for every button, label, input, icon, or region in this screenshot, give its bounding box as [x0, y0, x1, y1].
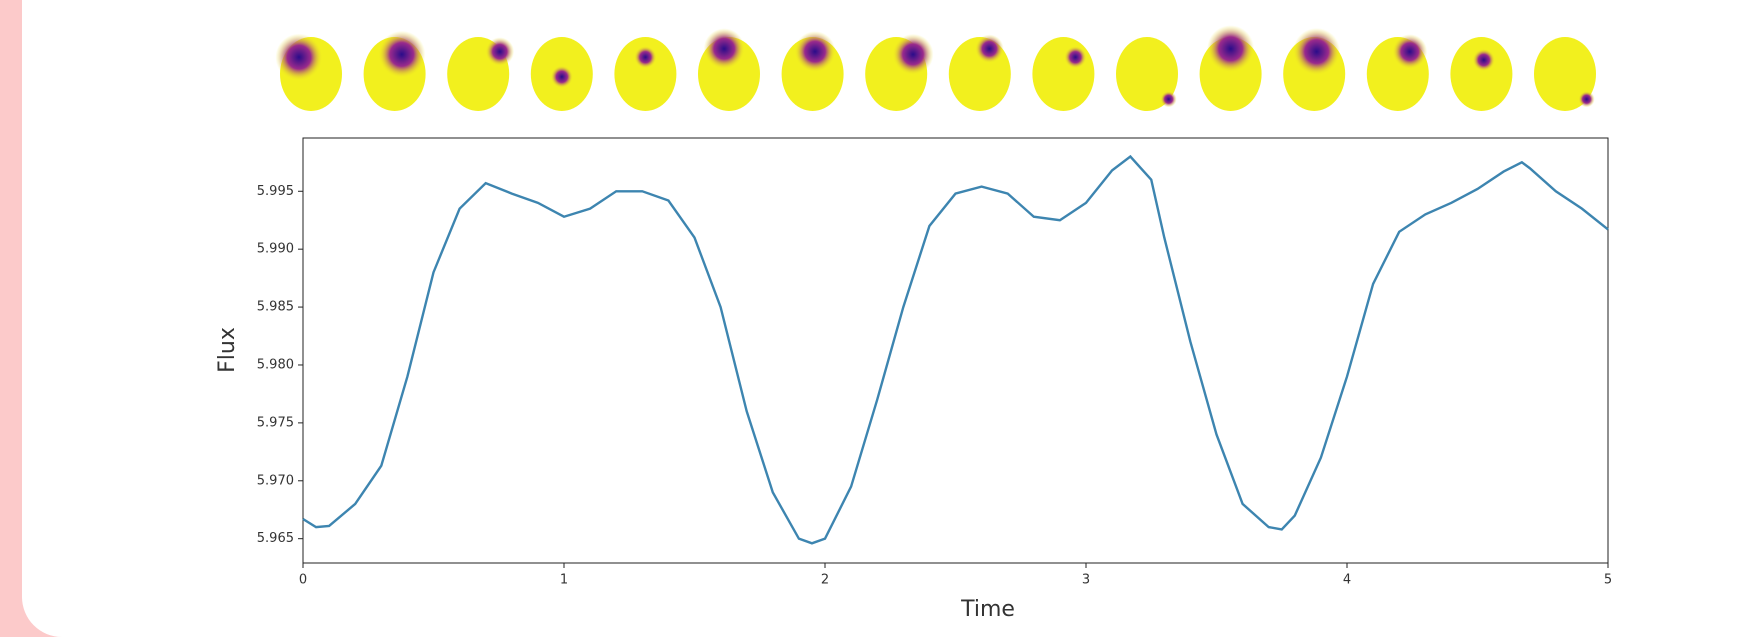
- x-tick-label: 2: [821, 573, 829, 588]
- map-spot: [975, 35, 1004, 64]
- map-spot: [486, 37, 515, 66]
- x-tick-label: 4: [1343, 573, 1351, 588]
- map-spot: [378, 31, 425, 78]
- map-spot: [275, 34, 322, 81]
- y-tick-label: 5.975: [257, 415, 294, 430]
- y-tick-label: 5.985: [257, 300, 294, 315]
- map-spot: [1293, 28, 1340, 75]
- y-tick-label: 5.990: [257, 242, 294, 257]
- map-spot: [1207, 25, 1254, 72]
- y-tick-label: 5.965: [257, 531, 294, 546]
- y-tick-label: 5.995: [257, 184, 294, 199]
- map-spot: [1161, 91, 1177, 107]
- y-tick-label: 5.970: [257, 473, 294, 488]
- map-spot: [1392, 34, 1427, 69]
- x-tick-label: 5: [1604, 573, 1612, 588]
- screen: Time Flux 0 1 2 3 4 5 5.965 5.970 5.975 5.980 5.98…: [0, 0, 1749, 637]
- map-spot: [1473, 49, 1495, 71]
- x-tick-label: 1: [560, 573, 568, 588]
- map-spot: [704, 28, 745, 69]
- y-tick-label: 5.980: [257, 357, 294, 372]
- map-spot: [795, 31, 836, 72]
- x-axis-label: Time: [960, 597, 1015, 622]
- map-disc: [1032, 37, 1094, 111]
- map-disc: [1450, 37, 1512, 111]
- map-spot: [551, 66, 573, 88]
- map-spot: [1579, 91, 1595, 107]
- x-tick-label: 0: [299, 573, 307, 588]
- x-tick-label: 3: [1082, 573, 1090, 588]
- map-spot: [1064, 46, 1086, 68]
- page: Time Flux 0 1 2 3 4 5 5.965 5.970 5.975 5.980 5.98…: [0, 0, 1749, 637]
- map-spot: [893, 34, 934, 75]
- y-axis-label: Flux: [215, 327, 240, 373]
- map-spot: [634, 46, 656, 68]
